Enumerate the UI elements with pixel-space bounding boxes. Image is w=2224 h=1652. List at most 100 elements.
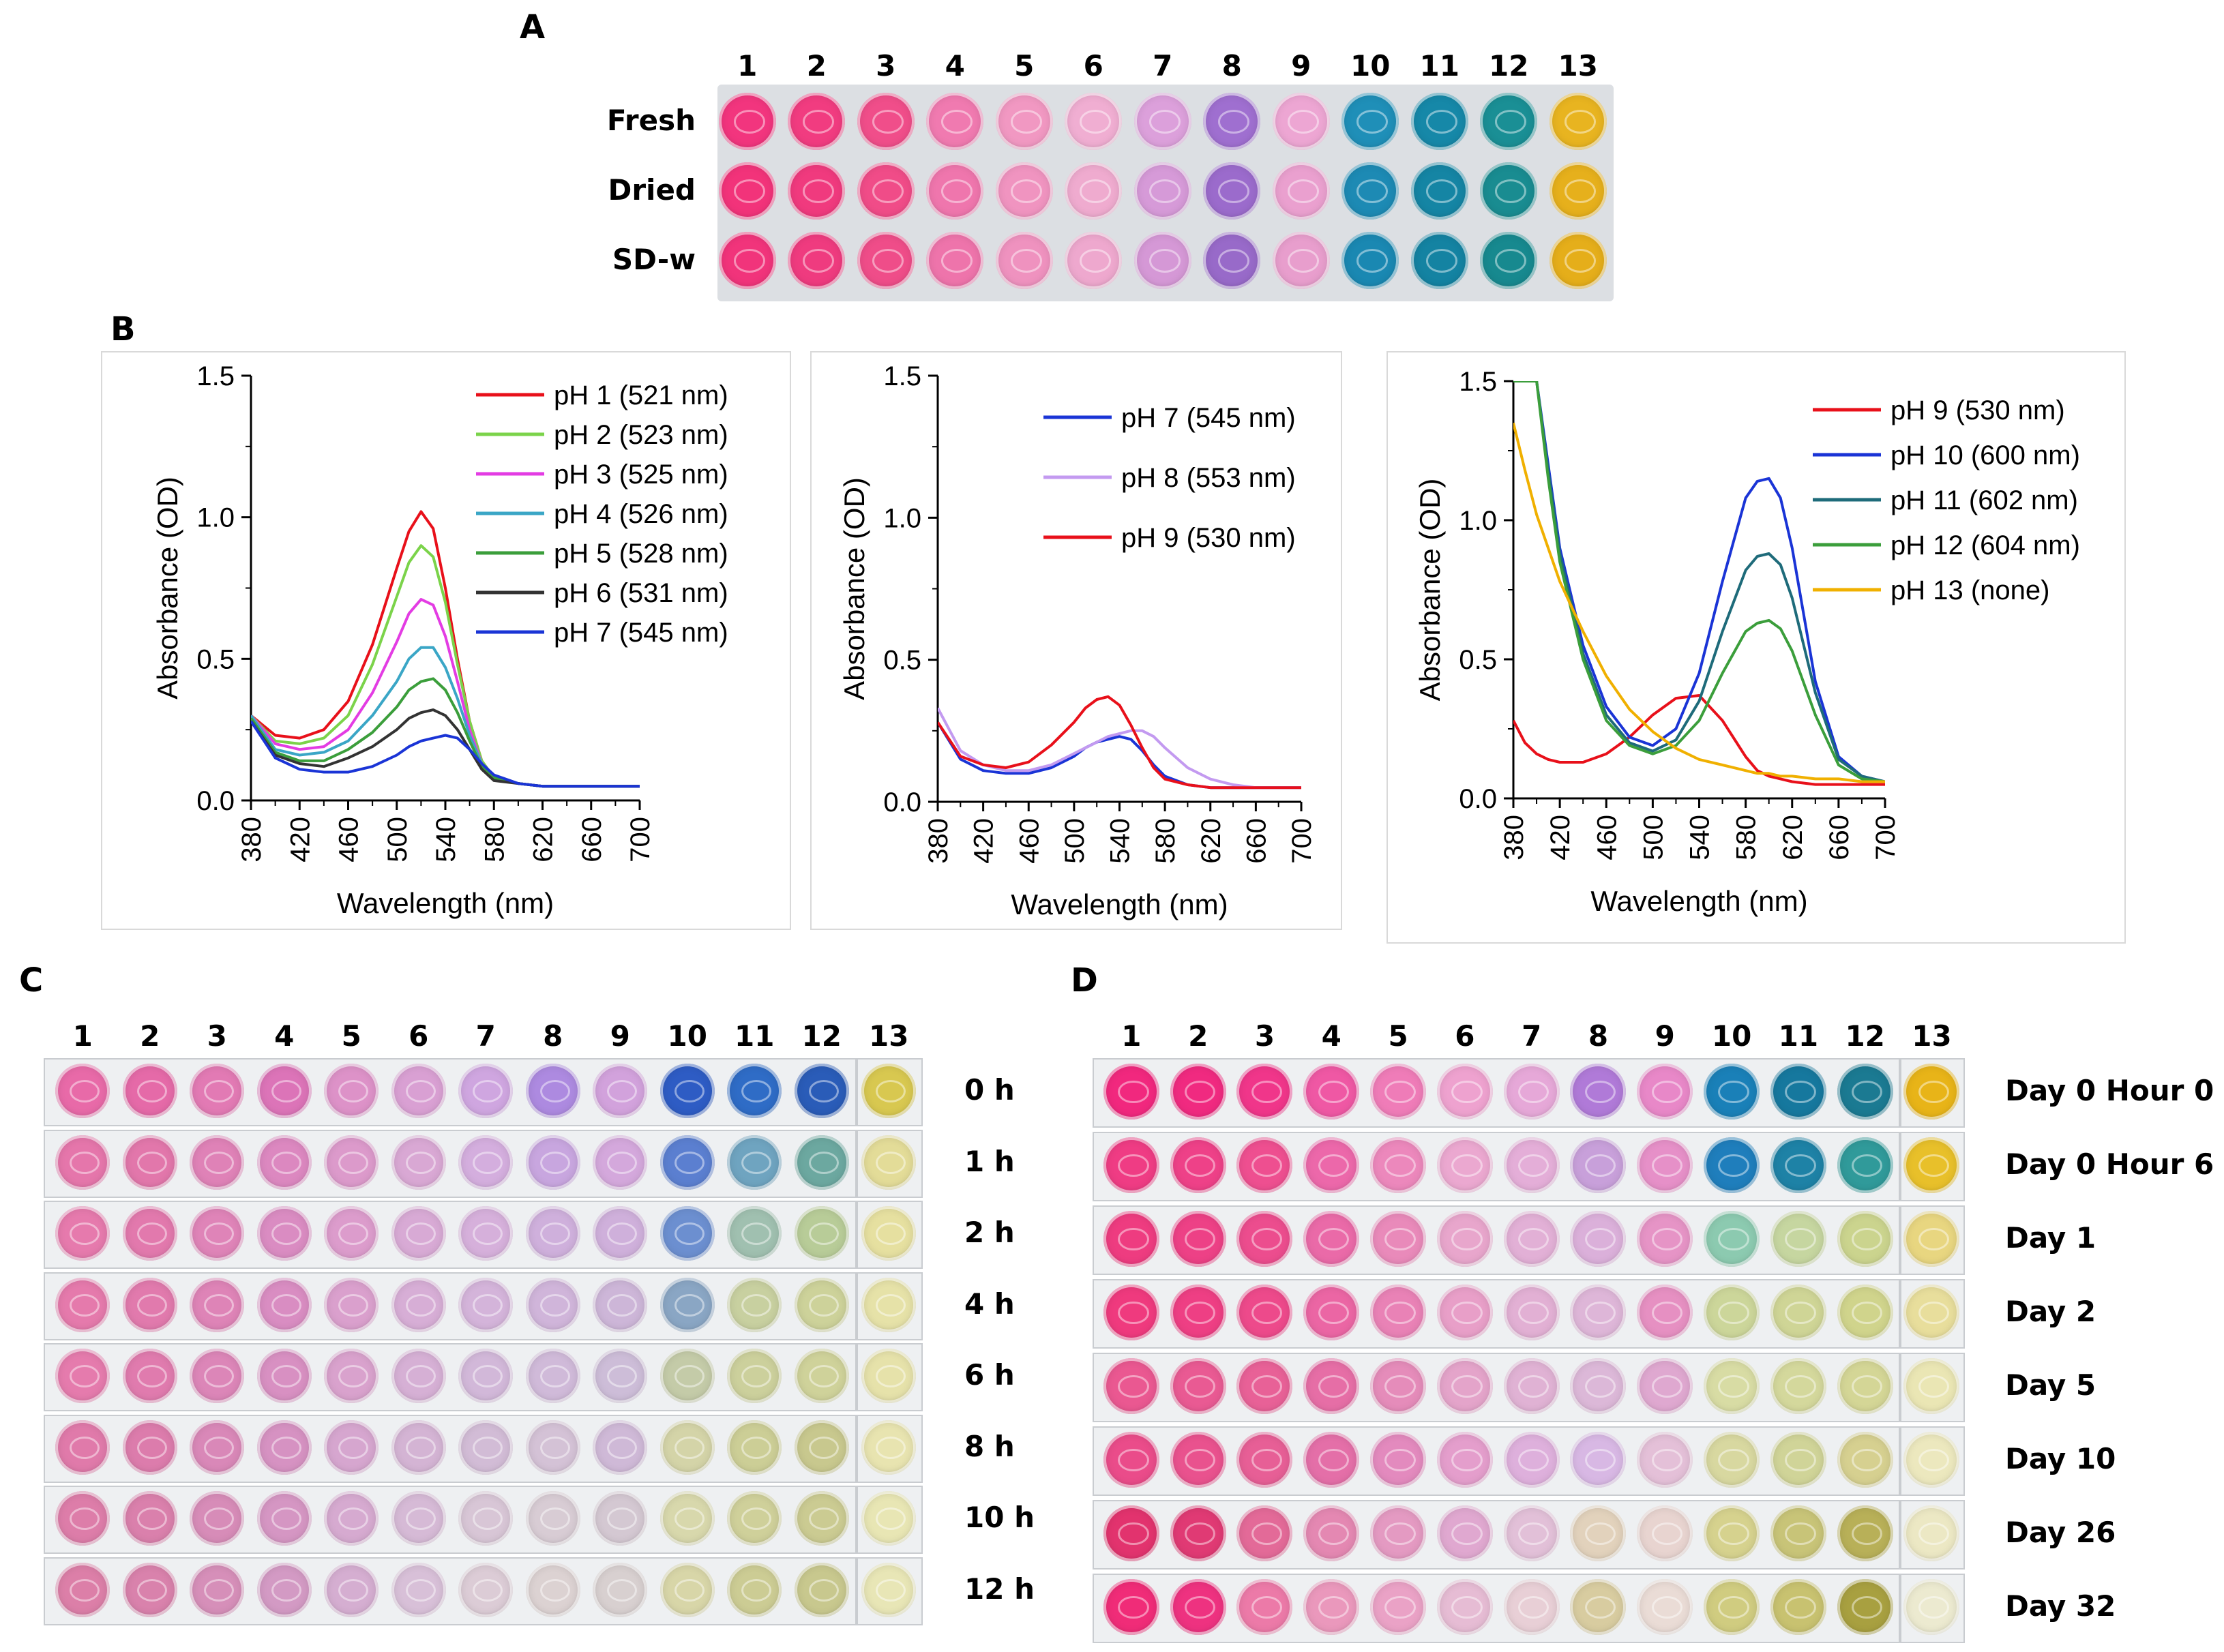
plate-row	[1098, 1426, 1965, 1493]
well-slot	[721, 1058, 788, 1124]
well	[122, 1491, 177, 1546]
column-number: 13	[869, 1019, 909, 1053]
well-slot	[788, 1058, 856, 1124]
well-slot	[117, 1201, 184, 1266]
well	[391, 1064, 446, 1118]
well	[1549, 93, 1607, 150]
y-tick-label: 1.5	[1459, 367, 1497, 397]
well-slot	[1474, 226, 1544, 295]
well-slot	[318, 1415, 385, 1480]
well-slot	[654, 1343, 722, 1409]
x-axis-title: Wavelength (nm)	[1011, 888, 1228, 920]
well-slot	[1899, 1279, 1966, 1346]
y-tick-label: 0.5	[883, 646, 921, 676]
well-slot	[452, 1201, 520, 1266]
well-slot	[1232, 1058, 1299, 1125]
well	[727, 1206, 782, 1261]
well-slot	[251, 1130, 318, 1195]
x-tick-label: 420	[1545, 815, 1575, 860]
well-slot	[1543, 87, 1613, 155]
well	[324, 1277, 379, 1332]
well-slot	[318, 1557, 385, 1623]
well-slot	[721, 1557, 788, 1623]
well	[861, 1135, 917, 1190]
well-slot	[1899, 1426, 1966, 1493]
panel-label-d: D	[1071, 961, 1098, 1000]
well	[1103, 1505, 1159, 1561]
well	[1203, 93, 1261, 150]
well	[1837, 1064, 1893, 1120]
column-number: 4	[274, 1019, 295, 1053]
well	[1370, 1432, 1427, 1488]
well	[256, 1277, 312, 1332]
well-slot	[990, 87, 1059, 155]
well	[1170, 1579, 1226, 1635]
legend-label: pH 11 (602 nm)	[1891, 485, 2078, 515]
well-slot	[1098, 1426, 1165, 1493]
well-slot	[1498, 1353, 1565, 1420]
well	[1837, 1211, 1893, 1267]
x-tick-label: 540	[431, 817, 461, 862]
well-slot	[587, 1486, 654, 1551]
well	[1370, 1064, 1427, 1120]
well	[1903, 1505, 1960, 1561]
y-tick-label: 0.0	[1459, 784, 1497, 814]
well	[1065, 162, 1123, 220]
well-slot	[49, 1557, 117, 1623]
well	[1303, 1064, 1360, 1120]
well	[659, 1420, 715, 1475]
panel-label-c: C	[19, 961, 44, 1000]
well	[1236, 1211, 1293, 1267]
well	[525, 1064, 580, 1118]
well-slot	[855, 1486, 923, 1551]
column-number: 7	[475, 1019, 496, 1053]
well-slot	[921, 157, 990, 225]
well-slot	[520, 1343, 587, 1409]
well-slot	[851, 226, 921, 295]
legend-label: pH 6 (531 nm)	[554, 578, 728, 608]
well-slot	[251, 1201, 318, 1266]
panel-label-b: B	[110, 310, 136, 348]
y-axis-title: Absorbance (OD)	[151, 477, 183, 700]
well	[1637, 1211, 1693, 1267]
well-slot	[385, 1343, 453, 1409]
well	[122, 1064, 177, 1118]
row-label: Day 0 Hour 6	[2005, 1147, 2214, 1181]
well	[659, 1206, 715, 1261]
well-slot	[183, 1272, 251, 1338]
well-slot	[385, 1486, 453, 1551]
well-slot	[1365, 1426, 1432, 1493]
well	[122, 1420, 177, 1475]
well	[1770, 1285, 1826, 1340]
plate-row	[1098, 1058, 1965, 1125]
well	[1704, 1285, 1760, 1340]
well-slot	[1432, 1058, 1498, 1125]
well	[256, 1562, 312, 1617]
well-slot	[1474, 157, 1544, 225]
column-number: 12	[1845, 1019, 1885, 1053]
well	[1436, 1358, 1493, 1414]
x-tick-label: 420	[285, 817, 315, 862]
well	[1503, 1137, 1560, 1193]
column-number: 7	[1522, 1019, 1542, 1053]
well	[1770, 1211, 1826, 1267]
x-axis-title: Wavelength (nm)	[337, 887, 554, 919]
well	[1303, 1211, 1360, 1267]
well	[1480, 232, 1538, 289]
well	[122, 1277, 177, 1332]
well-slot	[1266, 226, 1336, 295]
well	[1903, 1285, 1960, 1340]
well	[1570, 1579, 1627, 1635]
well-slot	[1405, 226, 1474, 295]
well-slot	[721, 1130, 788, 1195]
well	[1903, 1432, 1960, 1488]
well	[1436, 1579, 1493, 1635]
well	[122, 1206, 177, 1261]
well	[1549, 232, 1607, 289]
well-slot	[520, 1557, 587, 1623]
legend-label: pH 3 (525 nm)	[554, 460, 728, 490]
well	[794, 1206, 849, 1261]
well	[1770, 1432, 1826, 1488]
well-slot	[1059, 157, 1129, 225]
well-slot	[452, 1130, 520, 1195]
